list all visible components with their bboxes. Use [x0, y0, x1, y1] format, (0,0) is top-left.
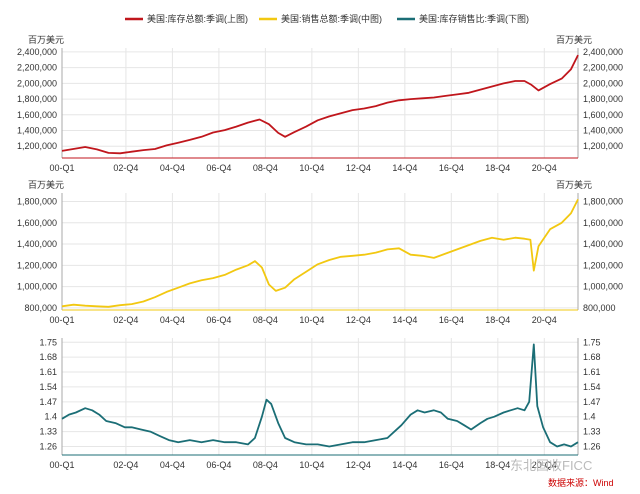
panel-3-y-tick-left-7: 1.68 [39, 352, 57, 362]
panel-2-y-tick-left-5: 1,600,000 [17, 218, 57, 228]
panel-2-y-tick-left-3: 1,200,000 [17, 260, 57, 270]
panel-2-y-tick-right-1: 800,000 [583, 303, 616, 313]
panel-1-x-tick-6: 10-Q4 [299, 163, 324, 173]
panel-1-x-tick-3: 04-Q4 [160, 163, 185, 173]
panel-1-y-tick-right-2: 1,400,000 [583, 126, 623, 136]
panel-2-x-tick-10: 18-Q4 [485, 315, 510, 325]
panel-2: 00-Q1 02-Q4 04-Q4 06-Q4 08-Q4 10-Q4 12-Q4 14-Q4… [17, 179, 623, 325]
panel-3-y-tick-right-8: 1.75 [583, 337, 601, 347]
panel-3-y-tick-right-2: 1.33 [583, 427, 601, 437]
panel-3-y-tick-left-5: 1.54 [39, 382, 57, 392]
panel-1-x-tick-1: 00-Q1 [49, 163, 74, 173]
panel-1-x-tick-2: 02-Q4 [113, 163, 138, 173]
panel-2-y-tick-right-6: 1,800,000 [583, 197, 623, 207]
panel-3-y-tick-right-3: 1.4 [583, 412, 596, 422]
panel-3-y-tick-right-4: 1.47 [583, 397, 601, 407]
panel-2-y-tick-right-3: 1,200,000 [583, 260, 623, 270]
panel-1-series-line [61, 54, 579, 155]
panels: 00-Q1 02-Q4 04-Q4 06-Q4 08-Q4 10-Q4 12-Q4 14-Q4… [17, 34, 623, 470]
panel-2-unit-right: 百万美元 [556, 179, 592, 190]
panel-1-x-tick-9: 16-Q4 [439, 163, 464, 173]
panel-2-x-tick-11: 20-Q4 [532, 315, 557, 325]
panel-3-y-tick-right-6: 1.61 [583, 367, 601, 377]
legend-item-1: 美国:库存总额:季调(上图) [125, 13, 248, 24]
panel-3-y-tick-left-2: 1.33 [39, 427, 57, 437]
panel-2-x-tick-4: 06-Q4 [206, 315, 231, 325]
panel-2-y-tick-right-5: 1,600,000 [583, 218, 623, 228]
legend-item-2: 美国:销售总额:季调(中图) [259, 13, 382, 24]
panel-1: 00-Q1 02-Q4 04-Q4 06-Q4 08-Q4 10-Q4 12-Q4 14-Q4… [17, 34, 623, 173]
footer: 东北固收FICC 数据来源：Wind [510, 458, 614, 488]
panel-3-y-tick-right-1: 1.26 [583, 441, 601, 451]
panel-2-y-tick-left-4: 1,400,000 [17, 239, 57, 249]
source-text: 数据来源：Wind [548, 477, 614, 488]
panel-2-series-line [61, 198, 579, 308]
legend-label-1: 美国:库存总额:季调(上图) [147, 13, 248, 24]
panel-1-y-tick-right-4: 1,800,000 [583, 94, 623, 104]
panel-1-y-tick-right-7: 2,400,000 [583, 47, 623, 57]
panel-1-x-tick-4: 06-Q4 [206, 163, 231, 173]
panel-1-y-tick-right-1: 1,200,000 [583, 141, 623, 151]
panel-1-x-tick-5: 08-Q4 [253, 163, 278, 173]
panel-2-y-tick-right-4: 1,400,000 [583, 239, 623, 249]
panel-1-y-tick-left-6: 2,200,000 [17, 63, 57, 73]
panel-2-x-tick-1: 00-Q1 [49, 315, 74, 325]
panel-3-y-tick-right-7: 1.68 [583, 352, 601, 362]
legend: 美国:库存总额:季调(上图) 美国:销售总额:季调(中图) 美国:库存销售比:季调(… [125, 13, 529, 24]
panel-2-y-tick-left-6: 1,800,000 [17, 197, 57, 207]
legend-item-3: 美国:库存销售比:季调(下图) [397, 13, 529, 24]
watermark-text: 东北固收FICC [510, 458, 592, 473]
panel-3-y-tick-left-8: 1.75 [39, 337, 57, 347]
panel-2-x-tick-7: 12-Q4 [346, 315, 371, 325]
panel-2-y-tick-right-2: 1,000,000 [583, 282, 623, 292]
panel-1-unit-right: 百万美元 [556, 34, 592, 45]
panel-3-x-tick-7: 12-Q4 [346, 460, 371, 470]
panel-2-x-tick-8: 14-Q4 [392, 315, 417, 325]
panel-3-y-tick-left-6: 1.61 [39, 367, 57, 377]
panel-3-series-line [61, 343, 579, 448]
legend-label-3: 美国:库存销售比:季调(下图) [419, 13, 529, 24]
panel-3: 00-Q1 02-Q4 04-Q4 06-Q4 08-Q4 10-Q4 12-Q4 14-Q4… [39, 337, 600, 470]
panel-2-x-tick-2: 02-Q4 [113, 315, 138, 325]
panel-1-x-tick-10: 18-Q4 [485, 163, 510, 173]
panel-1-unit-left: 百万美元 [28, 34, 64, 45]
panel-3-y-tick-left-4: 1.47 [39, 397, 57, 407]
panel-1-x-tick-11: 20-Q4 [532, 163, 557, 173]
panel-3-x-tick-5: 08-Q4 [253, 460, 278, 470]
panel-3-x-tick-6: 10-Q4 [299, 460, 324, 470]
panel-1-y-tick-left-3: 1,600,000 [17, 110, 57, 120]
panel-2-x-tick-3: 04-Q4 [160, 315, 185, 325]
panel-3-x-tick-10: 18-Q4 [485, 460, 510, 470]
panel-3-y-tick-left-3: 1.4 [44, 412, 57, 422]
panel-1-y-tick-left-5: 2,000,000 [17, 78, 57, 88]
panel-3-x-tick-2: 02-Q4 [113, 460, 138, 470]
panel-1-y-tick-left-4: 1,800,000 [17, 94, 57, 104]
panel-3-x-tick-4: 06-Q4 [206, 460, 231, 470]
panel-3-x-tick-1: 00-Q1 [49, 460, 74, 470]
legend-label-2: 美国:销售总额:季调(中图) [281, 13, 382, 24]
panel-3-x-tick-9: 16-Q4 [439, 460, 464, 470]
panel-1-y-tick-right-3: 1,600,000 [583, 110, 623, 120]
panel-1-y-tick-right-5: 2,000,000 [583, 78, 623, 88]
panel-1-y-tick-left-1: 1,200,000 [17, 141, 57, 151]
panel-2-x-tick-5: 08-Q4 [253, 315, 278, 325]
panel-1-y-tick-left-7: 2,400,000 [17, 47, 57, 57]
panel-3-x-tick-11: 20-Q4 [532, 460, 557, 470]
panel-3-y-tick-right-5: 1.54 [583, 382, 601, 392]
panel-3-x-tick-3: 04-Q4 [160, 460, 185, 470]
panel-1-y-tick-right-6: 2,200,000 [583, 63, 623, 73]
panel-1-x-tick-8: 14-Q4 [392, 163, 417, 173]
panel-2-x-tick-9: 16-Q4 [439, 315, 464, 325]
panel-2-unit-left: 百万美元 [28, 179, 64, 190]
panel-2-x-tick-6: 10-Q4 [299, 315, 324, 325]
panel-3-y-tick-left-1: 1.26 [39, 441, 57, 451]
panel-3-x-tick-8: 14-Q4 [392, 460, 417, 470]
panel-1-x-tick-7: 12-Q4 [346, 163, 371, 173]
panel-2-y-tick-left-1: 800,000 [24, 303, 57, 313]
panel-2-y-tick-left-2: 1,000,000 [17, 282, 57, 292]
panel-1-y-tick-left-2: 1,400,000 [17, 126, 57, 136]
